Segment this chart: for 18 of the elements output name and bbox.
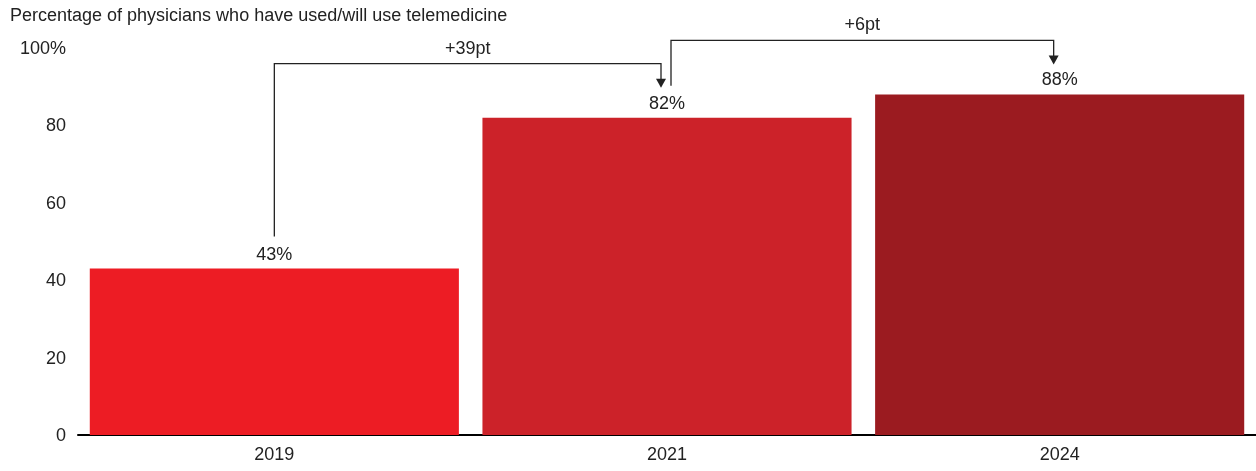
data-label: 88%	[1041, 69, 1078, 90]
x-tick-label: 2019	[254, 444, 295, 464]
y-tick-label: 20	[45, 347, 66, 368]
data-label: 43%	[256, 243, 293, 264]
x-tick-label: 2021	[646, 444, 688, 464]
y-tick-label: 80	[45, 115, 66, 136]
x-tick-label: 2024	[1039, 444, 1080, 464]
y-tick-label: 0	[55, 425, 66, 445]
y-tick-label: 40	[45, 270, 66, 291]
data-label: 82%	[648, 92, 686, 113]
bar	[482, 117, 852, 435]
bar	[875, 94, 1245, 435]
y-axis-title: Percentage of physicians who have used/will use telemedicine	[10, 5, 508, 26]
y-tick-label: 60	[45, 192, 66, 213]
text: +6pt	[844, 14, 881, 35]
y-tick-label: 100%	[19, 38, 66, 58]
annotation: +39pt	[444, 37, 491, 58]
bar	[89, 268, 459, 435]
